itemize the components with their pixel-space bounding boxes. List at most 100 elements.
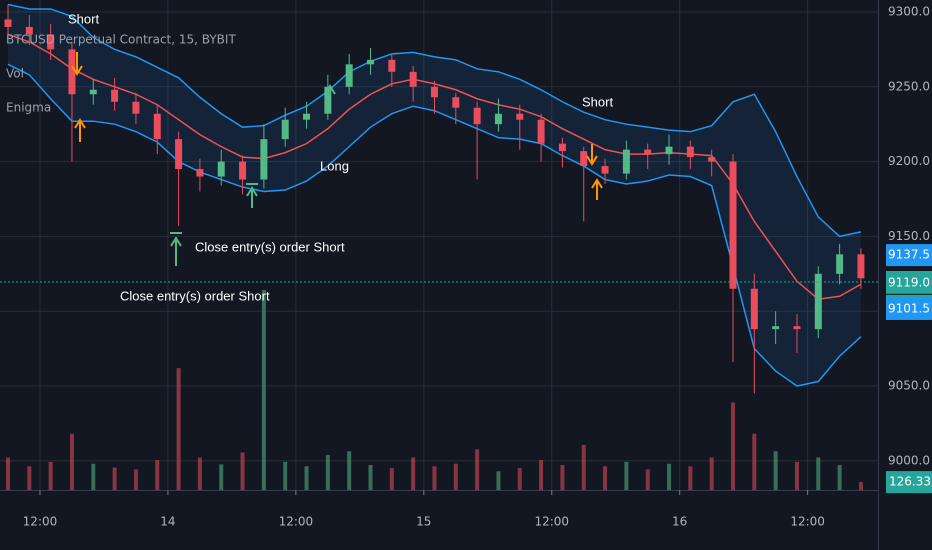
- volume-bar: [347, 451, 352, 490]
- volume-bar: [581, 445, 586, 490]
- candle-body: [388, 59, 396, 72]
- volume-bar: [752, 433, 757, 490]
- volume-layer: [5, 290, 863, 490]
- volume-bar: [624, 461, 629, 490]
- signal-arrows: [71, 52, 603, 266]
- x-tick-label: 12:00: [534, 515, 569, 529]
- candle-body: [196, 169, 204, 177]
- candle-body: [473, 107, 481, 125]
- volume-bar: [411, 457, 416, 490]
- volume-bar: [91, 463, 96, 490]
- candle-body: [601, 166, 609, 174]
- volume-bar: [283, 461, 288, 490]
- candle-layer: [4, 4, 865, 394]
- chart-title: BTCUSD Perpetual Contract, 15, BYBIT: [6, 33, 236, 47]
- candle-body: [175, 139, 183, 170]
- x-tick-label: 15: [416, 515, 431, 529]
- volume-bar: [453, 463, 458, 490]
- candle-body: [836, 254, 844, 274]
- candle-body: [4, 19, 12, 27]
- short-arrow: [586, 144, 598, 166]
- volume-bar: [773, 451, 778, 490]
- candle-body: [239, 161, 247, 180]
- candle-body: [686, 146, 694, 158]
- y-tick-label: 9150.0: [888, 229, 930, 243]
- y-tick-label: 9050.0: [888, 379, 930, 393]
- candle-body: [47, 34, 55, 50]
- candle-body: [708, 157, 716, 162]
- candle-body: [558, 143, 566, 152]
- volume-bar: [645, 469, 650, 490]
- y-tick-label: 9200.0: [888, 154, 930, 168]
- annotation: Close entry(s) order Short: [195, 239, 345, 254]
- y-tick-label: 9300.0: [888, 4, 930, 18]
- band-line: [7, 3, 862, 238]
- candle-body: [729, 161, 737, 289]
- candle-body: [430, 86, 438, 98]
- volume-bar: [816, 457, 821, 490]
- exit-arrow: [74, 118, 86, 142]
- candle-body: [857, 254, 865, 279]
- volume-bar: [709, 457, 714, 490]
- volume-bar: [603, 466, 608, 490]
- volume-bar: [304, 466, 309, 490]
- short-arrow: [71, 52, 83, 76]
- x-tick-label: 16: [672, 515, 687, 529]
- volume-bar: [794, 461, 799, 490]
- x-tick-label: 12:00: [23, 515, 58, 529]
- volume-bar: [240, 452, 245, 490]
- volume-bar: [858, 482, 863, 490]
- candle-body: [409, 71, 417, 87]
- volume-bar: [133, 469, 138, 490]
- y-tick-label: 9000.0: [888, 453, 930, 467]
- candle-body: [89, 89, 97, 95]
- volume-bar: [560, 465, 565, 490]
- exit-arrow: [591, 178, 603, 200]
- candle-body: [111, 89, 119, 102]
- volume-bar: [112, 467, 117, 490]
- candle-body: [644, 149, 652, 155]
- candle-body: [345, 64, 353, 87]
- volume-bar: [48, 461, 53, 490]
- indicator-label: Enigma: [6, 101, 51, 115]
- y-tick-label: 9250.0: [888, 79, 930, 93]
- volume-bar: [667, 463, 672, 490]
- volume-bar: [5, 457, 10, 490]
- annotation: Close entry(s) order Short: [120, 288, 270, 303]
- candle-body: [217, 161, 225, 177]
- price-marker: [886, 244, 932, 267]
- volume-bar: [688, 466, 693, 490]
- candle-body: [281, 119, 289, 140]
- annotation: Short: [68, 11, 99, 26]
- volume-bar: [432, 466, 437, 490]
- volume-bar: [219, 464, 224, 490]
- candle-body: [494, 113, 502, 125]
- price-marker-label: 9101.5: [888, 301, 930, 315]
- x-tick-label: 12:00: [790, 515, 825, 529]
- price-marker-label: 9137.5: [888, 248, 930, 262]
- candle-body: [153, 113, 161, 140]
- candle-body: [260, 139, 268, 180]
- indicator-label: Vol: [6, 67, 24, 81]
- candle-body: [665, 146, 673, 155]
- candle-body: [580, 151, 588, 167]
- volume-marker-label: 126.335K: [889, 475, 932, 489]
- volume-bar: [325, 455, 330, 490]
- candle-body: [537, 119, 545, 144]
- volume-bar: [730, 402, 735, 490]
- price-marker-label: 9119.0: [888, 275, 930, 289]
- cover-arrow: [246, 183, 258, 208]
- cover-arrow: [170, 232, 182, 266]
- volume-bar: [496, 471, 501, 490]
- candle-body: [750, 288, 758, 330]
- volume-bar: [27, 466, 32, 490]
- candle-body: [68, 49, 76, 95]
- candle-body: [132, 101, 140, 114]
- candle-body: [366, 59, 374, 65]
- annotation: Short: [582, 94, 613, 109]
- volume-bar: [368, 465, 373, 490]
- volume-bar: [197, 457, 202, 490]
- candle-body: [452, 97, 460, 108]
- volume-bar: [261, 290, 266, 490]
